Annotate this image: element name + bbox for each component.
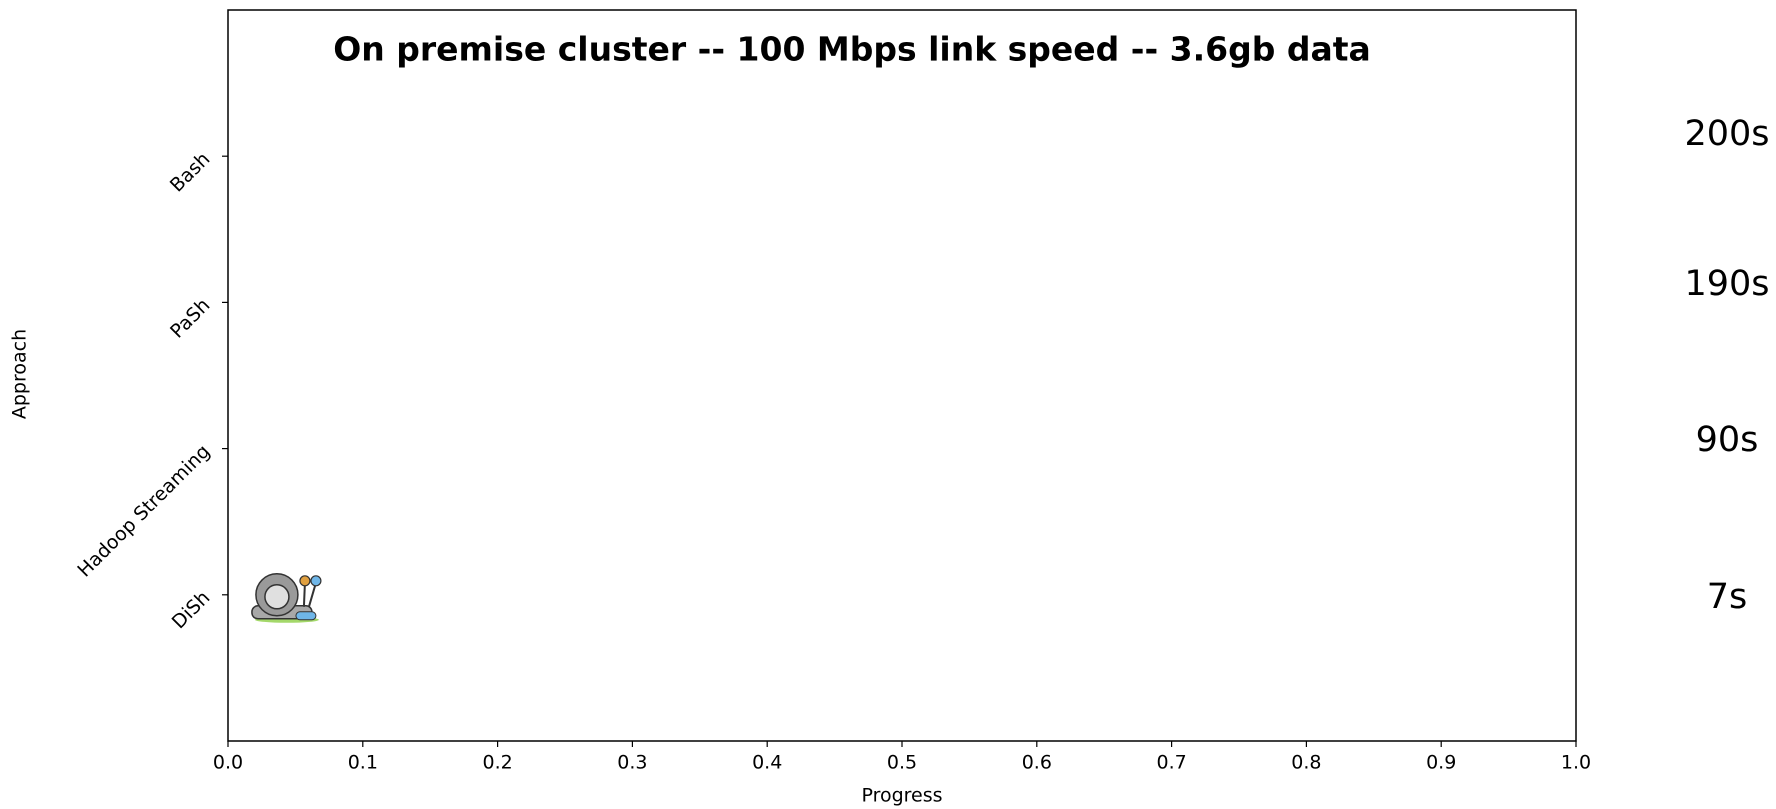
x-tick-label: 0.3 [617,752,647,774]
x-tick-label: 0.2 [482,752,512,774]
y-tick-label: Hadoop Streaming [73,440,214,581]
x-tick-label: 0.1 [348,752,378,774]
snail-eyestalk [304,583,305,607]
time-label: 200s [1684,114,1769,154]
y-tick-label: Bash [166,148,215,197]
chart: On premise cluster -- 100 Mbps link spee… [0,0,1776,809]
x-tick-label: 0.9 [1426,752,1456,774]
time-label: 90s [1696,420,1759,460]
snail-marker [252,574,321,623]
x-tick-label: 0.8 [1291,752,1321,774]
snail-eye [311,576,321,586]
chart-title: On premise cluster -- 100 Mbps link spee… [333,30,1371,69]
x-tick-label: 0.6 [1022,752,1052,774]
time-label: 190s [1684,264,1769,304]
y-tick-label: PaSh [166,294,214,342]
x-tick-label: 0.5 [887,752,917,774]
x-tick-label: 0.0 [213,752,243,774]
y-tick-label: DiSh [168,587,215,634]
time-label: 7s [1707,577,1748,617]
y-axis-label: Approach [9,329,31,419]
x-tick-label: 0.7 [1156,752,1186,774]
x-tick-label: 1.0 [1561,752,1591,774]
snail-eyestalk [309,583,316,607]
x-axis-label: Progress [861,785,942,807]
snail-eye [300,576,310,586]
snail-foot [296,612,316,620]
plot-frame [228,10,1576,741]
snail-shell-inner [265,585,289,609]
x-tick-label: 0.4 [752,752,782,774]
